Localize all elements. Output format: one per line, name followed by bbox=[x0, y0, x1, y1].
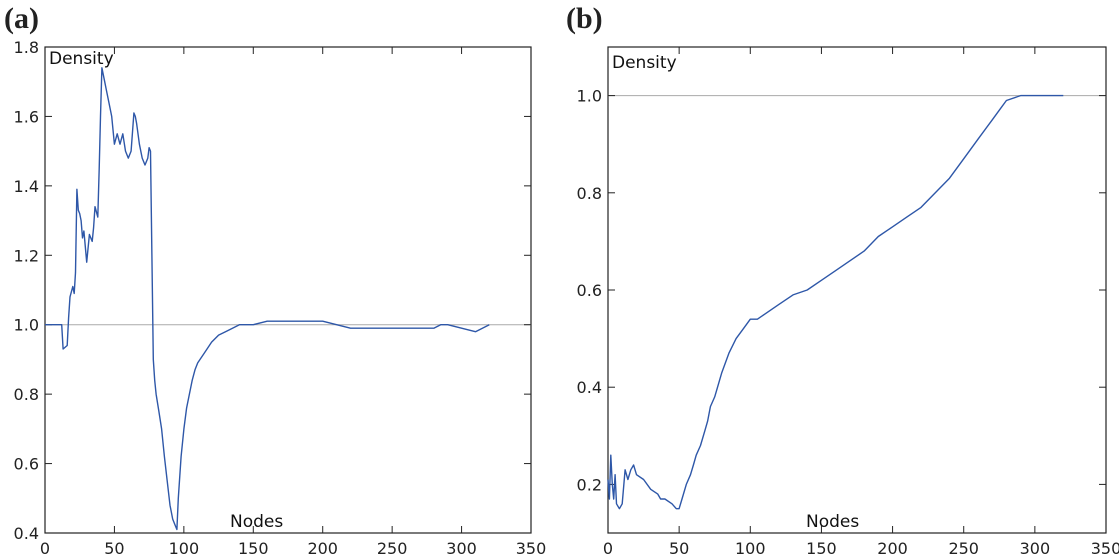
a-y-tick-label: 0.4 bbox=[14, 524, 39, 543]
b-x-tick-label: 250 bbox=[948, 539, 979, 557]
panel-a: (a) Density Nodes 0 50 100 150 200 250 300 350 … bbox=[4, 2, 546, 557]
a-y-tick-label: 1.2 bbox=[14, 246, 39, 265]
a-x-tick-label: 150 bbox=[238, 539, 269, 557]
a-x-tick-label: 350 bbox=[516, 539, 547, 557]
panel-b-y-ticks: 0.2 0.4 0.6 0.8 1.0 bbox=[577, 87, 1106, 494]
b-x-tick-label: 100 bbox=[735, 539, 766, 557]
a-y-tick-label: 1.8 bbox=[14, 38, 39, 57]
panel-a-x-axis-title: Nodes bbox=[230, 512, 283, 532]
b-x-tick-label: 0 bbox=[603, 539, 613, 557]
b-y-tick-label: 0.8 bbox=[577, 184, 602, 203]
panel-b: (b) Density Nodes 0 50 100 150 200 250 300 350 … bbox=[566, 2, 1119, 557]
a-x-tick-label: 50 bbox=[104, 539, 124, 557]
a-y-tick-label: 1.6 bbox=[14, 107, 39, 126]
panel-b-x-axis-title: Nodes bbox=[806, 512, 859, 532]
b-x-tick-label: 300 bbox=[1020, 539, 1051, 557]
a-y-tick-label: 1.4 bbox=[14, 177, 39, 196]
panel-b-label: (b) bbox=[566, 2, 603, 35]
a-y-tick-label: 1.0 bbox=[14, 316, 39, 335]
panel-a-y-axis-title: Density bbox=[49, 49, 114, 69]
panel-a-x-ticks: 0 50 100 150 200 250 300 350 bbox=[40, 47, 546, 557]
b-y-tick-label: 1.0 bbox=[577, 87, 602, 106]
a-x-tick-label: 100 bbox=[169, 539, 200, 557]
panel-b-x-ticks: 0 50 100 150 200 250 300 350 bbox=[603, 47, 1119, 557]
b-x-tick-label: 50 bbox=[669, 539, 689, 557]
panel-a-density-line bbox=[45, 67, 490, 531]
a-x-tick-label: 200 bbox=[307, 539, 338, 557]
panel-a-y-ticks: 0.4 0.6 0.8 1.0 1.2 1.4 1.6 1.8 bbox=[14, 38, 531, 543]
a-x-tick-label: 0 bbox=[40, 539, 50, 557]
a-y-tick-label: 0.8 bbox=[14, 385, 39, 404]
b-y-tick-label: 0.6 bbox=[577, 281, 602, 300]
b-y-tick-label: 0.2 bbox=[577, 475, 602, 494]
b-x-tick-label: 200 bbox=[877, 539, 908, 557]
panel-b-plot-frame bbox=[607, 46, 1107, 534]
a-y-tick-label: 0.6 bbox=[14, 455, 39, 474]
panel-a-plot-frame bbox=[44, 46, 532, 534]
a-x-tick-label: 250 bbox=[377, 539, 408, 557]
a-x-tick-label: 300 bbox=[446, 539, 477, 557]
panel-b-density-line bbox=[607, 94, 1064, 510]
panel-a-label: (a) bbox=[4, 2, 39, 35]
b-y-tick-label: 0.4 bbox=[577, 378, 602, 397]
panel-b-y-axis-title: Density bbox=[612, 53, 677, 73]
b-x-tick-label: 350 bbox=[1091, 539, 1119, 557]
b-x-tick-label: 150 bbox=[806, 539, 837, 557]
